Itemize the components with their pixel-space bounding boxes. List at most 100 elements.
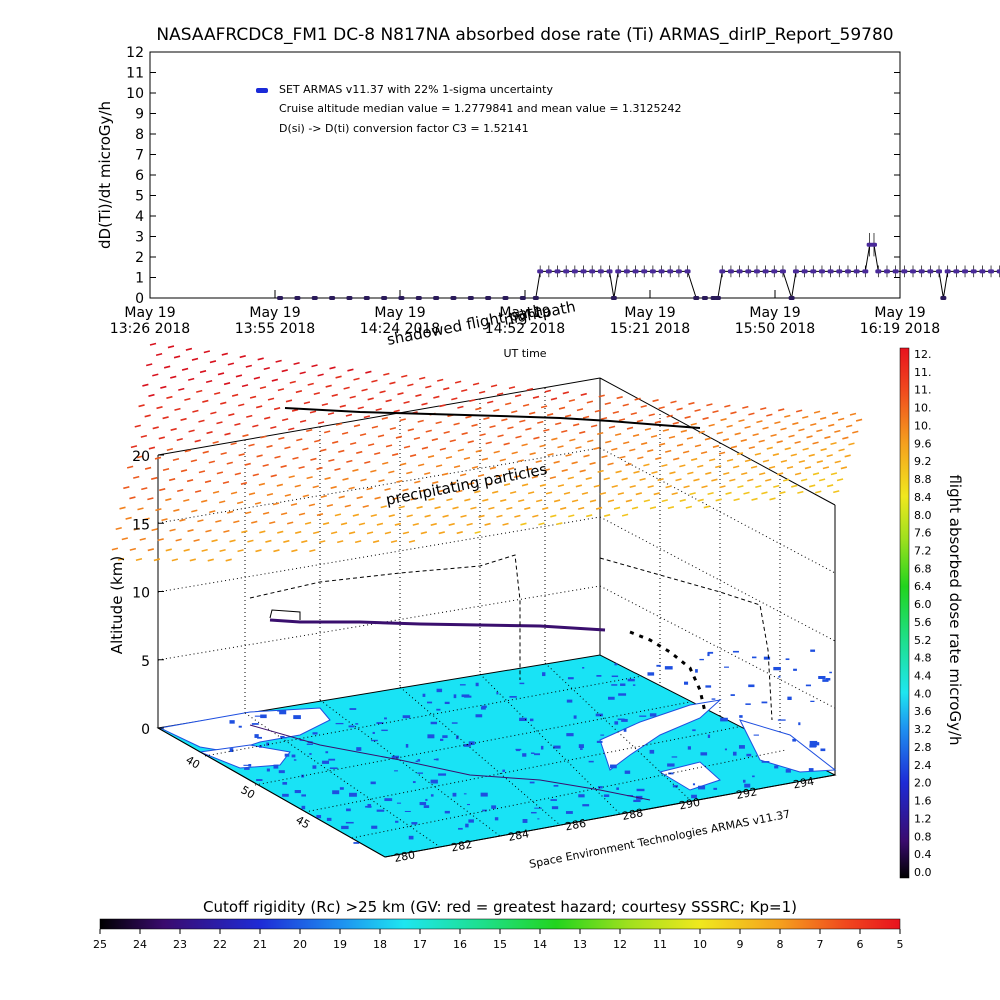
- particle-dash: [762, 459, 770, 463]
- particle-dash: [126, 465, 134, 469]
- rigidity-tick-label: 23: [173, 938, 187, 951]
- dose-colorbar-tick-label: 11.: [914, 366, 932, 379]
- particle-dash: [629, 448, 636, 452]
- dose-colorbar: 12. 11. 11. 10. 10. 9.6 9.2 8.8 8.4 8.0 7.6 7.2 6.8 6…: [899, 347, 964, 879]
- rigidity-colorbar-ticks: 25 24 23 22 21 20 19 18 17 16 15 14 13 12 11 10 9 8 7 6 5: [93, 929, 904, 951]
- particle-dash: [176, 437, 183, 441]
- particle-dash: [474, 530, 481, 534]
- longitude-ticks: 280 282 284 286 288 290 292 294: [393, 775, 815, 865]
- particle-dash: [424, 471, 431, 476]
- latitude-tick-label: 50: [239, 783, 258, 801]
- particle-dash: [165, 498, 172, 502]
- data-point: [970, 269, 977, 274]
- dose-colorbar-tick-label: 2.0: [914, 777, 932, 790]
- particle-dash: [407, 428, 414, 432]
- ground-track: [249, 724, 651, 801]
- particle-dash: [228, 413, 235, 417]
- particle-dash: [438, 489, 445, 493]
- particle-dash: [522, 403, 530, 407]
- particle-dash: [129, 547, 137, 551]
- particle-dash: [425, 385, 432, 389]
- longitude-tick-label: 286: [564, 817, 587, 834]
- lake-speck: [282, 737, 287, 739]
- particle-dash: [680, 429, 688, 433]
- particle-dash: [643, 463, 650, 467]
- lake-speck: [649, 713, 657, 717]
- lake-speck: [426, 701, 433, 704]
- lake-speck: [553, 784, 559, 787]
- x-tick-label-time: 14:52 2018: [485, 321, 565, 337]
- particle-dash: [262, 463, 269, 467]
- particle-dash: [278, 436, 285, 440]
- particle-dash: [396, 479, 403, 483]
- particle-dash: [142, 383, 149, 387]
- rigidity-tick-label: 18: [373, 938, 387, 951]
- data-point: [818, 269, 825, 274]
- particle-dash: [334, 513, 342, 517]
- lake-speck: [649, 749, 655, 754]
- particle-dash: [629, 484, 636, 489]
- lake-speck: [282, 793, 289, 797]
- lake-speck: [620, 683, 626, 686]
- particle-dash: [537, 420, 544, 424]
- lake-speck: [306, 743, 313, 745]
- particle-dash: [245, 364, 253, 368]
- particle-dash: [768, 465, 776, 469]
- rigidity-tick-label: 21: [253, 938, 267, 951]
- x-tick-label-date: May 19: [624, 305, 675, 321]
- lake-speck: [519, 682, 525, 685]
- particle-dash: [686, 436, 694, 440]
- particle-dash: [212, 440, 219, 444]
- particle-dash: [330, 485, 337, 489]
- lake-speck: [468, 819, 474, 823]
- particle-dash: [226, 461, 233, 465]
- particle-dash: [403, 400, 410, 404]
- particle-dash: [238, 453, 245, 457]
- particle-dash: [193, 538, 200, 542]
- particle-dash: [399, 462, 407, 466]
- y-axis-label: dD(Ti)/dt microGy/h: [96, 101, 114, 249]
- particle-dash: [155, 508, 162, 512]
- particle-dash: [220, 451, 227, 455]
- lake-speck: [522, 753, 527, 757]
- particle-dash: [374, 496, 381, 500]
- particle-dash: [682, 450, 690, 454]
- particle-dash: [482, 498, 489, 502]
- lake-speck: [519, 717, 527, 722]
- particle-dash: [262, 511, 270, 515]
- particle-dash: [675, 478, 682, 482]
- particle-dash: [521, 483, 529, 487]
- particle-dash: [815, 490, 822, 494]
- particle-dash: [702, 416, 709, 420]
- lake-speck: [596, 675, 602, 677]
- particle-dash: [722, 438, 730, 442]
- lake-speck: [475, 714, 483, 718]
- particle-dash: [765, 478, 772, 482]
- particle-dash: [655, 456, 662, 460]
- particle-dash: [178, 387, 185, 391]
- lake-speck: [453, 694, 457, 699]
- lake-speck: [404, 810, 411, 812]
- particle-dash: [256, 454, 263, 458]
- particle-dash: [456, 531, 463, 535]
- particle-dash: [217, 372, 225, 376]
- particle-dash: [325, 384, 332, 388]
- dose-colorbar-tick-label: 12.: [914, 348, 932, 361]
- particle-dash: [317, 373, 324, 377]
- dose-rate-series: [277, 232, 1000, 300]
- particle-dash: [371, 379, 378, 383]
- data-point: [927, 269, 934, 274]
- lake-speck: [254, 715, 262, 717]
- particle-dash: [673, 457, 680, 461]
- particle-dash: [557, 445, 564, 449]
- particle-dash: [425, 429, 432, 433]
- data-point: [996, 269, 1000, 274]
- particle-dash: [454, 380, 462, 384]
- particle-dash: [544, 389, 552, 393]
- particle-dash: [531, 475, 539, 479]
- particle-dash: [397, 392, 404, 396]
- particle-dash: [236, 501, 244, 505]
- particle-dash: [301, 540, 308, 544]
- particle-dash: [716, 431, 723, 435]
- particle-dash: [779, 491, 786, 495]
